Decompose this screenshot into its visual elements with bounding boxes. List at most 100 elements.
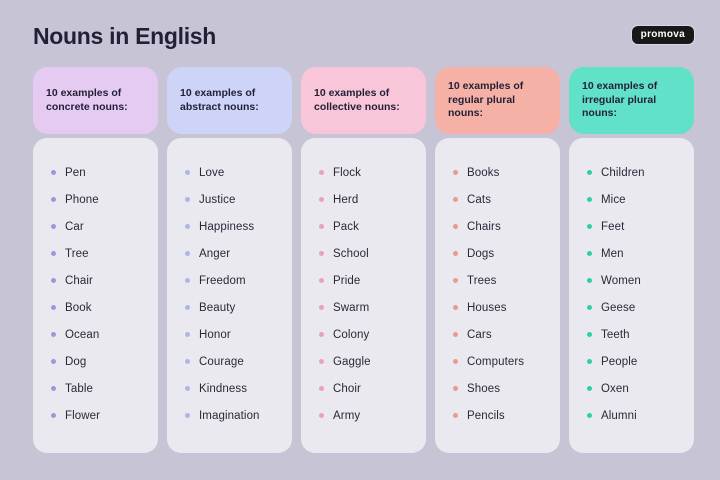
noun-label: Chair [65, 274, 93, 287]
list-item: Anger [185, 240, 288, 267]
bullet-icon [185, 305, 190, 310]
bullet-icon [453, 386, 458, 391]
bullet-icon [587, 359, 592, 364]
bullet-icon [51, 251, 56, 256]
bullet-icon [453, 197, 458, 202]
list-item: Happiness [185, 213, 288, 240]
noun-label: Flower [65, 409, 101, 422]
bullet-icon [319, 170, 324, 175]
noun-label: Phone [65, 193, 99, 206]
noun-label: Courage [199, 355, 244, 368]
list-item: Cats [453, 186, 556, 213]
bullet-icon [587, 305, 592, 310]
bullet-icon [453, 332, 458, 337]
list-item: Chairs [453, 213, 556, 240]
list-item: Men [587, 240, 690, 267]
bullet-icon [319, 305, 324, 310]
bullet-icon [587, 197, 592, 202]
noun-label: Books [467, 166, 500, 179]
noun-label: Dogs [467, 247, 495, 260]
noun-label: Computers [467, 355, 525, 368]
list-item: Mice [587, 186, 690, 213]
list-item: Dogs [453, 240, 556, 267]
column-header: 10 examples of irregular plural nouns: [569, 67, 694, 134]
list-item: Justice [185, 186, 288, 213]
promova-logo: promova [631, 26, 694, 44]
bullet-icon [51, 386, 56, 391]
list-item: Women [587, 267, 690, 294]
list-item: Swarm [319, 294, 422, 321]
list-item: Pencils [453, 402, 556, 429]
list-item: Alumni [587, 402, 690, 429]
list-item: People [587, 348, 690, 375]
noun-label: Feet [601, 220, 625, 233]
bullet-icon [185, 413, 190, 418]
column-irregular-plural-nouns: 10 examples of irregular plural nouns: C… [569, 67, 694, 453]
bullet-icon [587, 170, 592, 175]
bullet-icon [185, 332, 190, 337]
list-item: Freedom [185, 267, 288, 294]
list-item: Car [51, 213, 154, 240]
list-item: School [319, 240, 422, 267]
noun-label: Shoes [467, 382, 501, 395]
bullet-icon [453, 224, 458, 229]
noun-label: Chairs [467, 220, 501, 233]
list-item: Ocean [51, 321, 154, 348]
list-item: Shoes [453, 375, 556, 402]
noun-list: Pen Phone Car Tree Chair Book Ocean Dog Table Flo… [33, 138, 158, 453]
list-item: Trees [453, 267, 556, 294]
noun-label: Beauty [199, 301, 236, 314]
bullet-icon [453, 413, 458, 418]
noun-label: Tree [65, 247, 89, 260]
column-header: 10 examples of concrete nouns: [33, 67, 158, 134]
bullet-icon [587, 251, 592, 256]
column-regular-plural-nouns: 10 examples of regular plural nouns: Boo… [435, 67, 560, 453]
noun-label: Men [601, 247, 624, 260]
noun-label: Cats [467, 193, 492, 206]
noun-label: Flock [333, 166, 361, 179]
noun-label: Colony [333, 328, 370, 341]
list-item: Beauty [185, 294, 288, 321]
noun-label: Anger [199, 247, 231, 260]
list-item: Houses [453, 294, 556, 321]
bullet-icon [319, 386, 324, 391]
bullet-icon [319, 197, 324, 202]
list-item: Courage [185, 348, 288, 375]
list-item: Children [587, 159, 690, 186]
noun-label: Justice [199, 193, 236, 206]
bullet-icon [185, 386, 190, 391]
bullet-icon [51, 413, 56, 418]
bullet-icon [453, 305, 458, 310]
bullet-icon [453, 278, 458, 283]
noun-label: Swarm [333, 301, 370, 314]
noun-list: Flock Herd Pack School Pride Swarm Colony Gaggl… [301, 138, 426, 453]
bullet-icon [453, 359, 458, 364]
column-header: 10 examples of abstract nouns: [167, 67, 292, 134]
noun-label: Children [601, 166, 645, 179]
bullet-icon [587, 278, 592, 283]
bullet-icon [185, 278, 190, 283]
noun-label: Dog [65, 355, 87, 368]
noun-label: Oxen [601, 382, 629, 395]
columns-container: 10 examples of concrete nouns: Pen Phone C… [33, 67, 694, 453]
bullet-icon [319, 251, 324, 256]
noun-label: Cars [467, 328, 492, 341]
bullet-icon [453, 170, 458, 175]
bullet-icon [51, 278, 56, 283]
list-item: Kindness [185, 375, 288, 402]
noun-label: School [333, 247, 369, 260]
bullet-icon [185, 224, 190, 229]
noun-list: Love Justice Happiness Anger Freedom Beauty Ho… [167, 138, 292, 453]
noun-label: Alumni [601, 409, 637, 422]
list-item: Honor [185, 321, 288, 348]
column-abstract-nouns: 10 examples of abstract nouns: Love Justi… [167, 67, 292, 453]
noun-label: Happiness [199, 220, 255, 233]
bullet-icon [51, 197, 56, 202]
noun-label: Honor [199, 328, 231, 341]
noun-label: Table [65, 382, 93, 395]
bullet-icon [319, 278, 324, 283]
list-item: Love [185, 159, 288, 186]
noun-label: Book [65, 301, 92, 314]
list-item: Book [51, 294, 154, 321]
list-item: Tree [51, 240, 154, 267]
